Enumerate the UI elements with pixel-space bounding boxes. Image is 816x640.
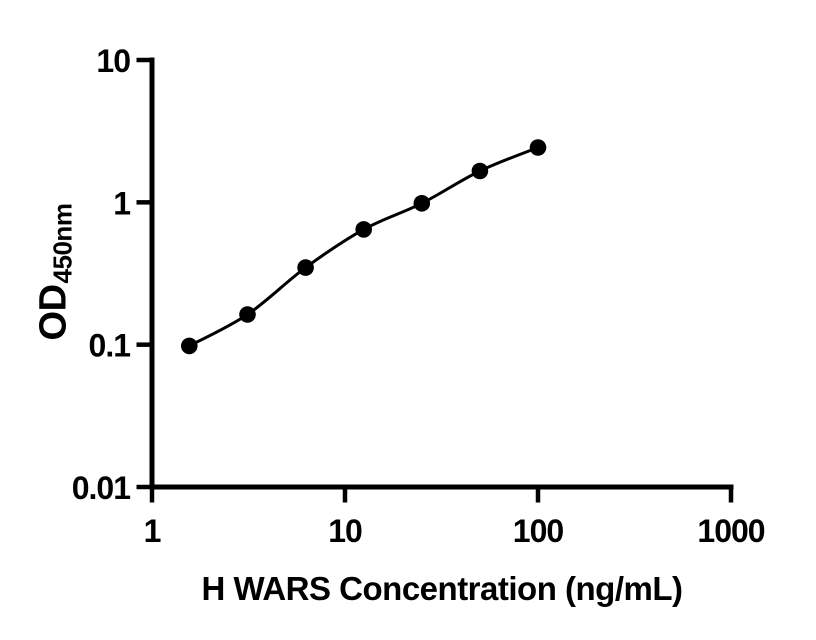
- x-tick-label: 1: [144, 513, 161, 549]
- y-axis-title-subscript: 450nm: [47, 203, 78, 284]
- x-axis-title: H WARS Concentration (ng/mL): [201, 570, 683, 607]
- y-tick-label: 10: [96, 43, 130, 79]
- data-point-marker: [471, 162, 489, 180]
- data-point-marker: [355, 221, 373, 238]
- data-point-marker: [413, 195, 431, 212]
- y-tick-label: 0.01: [72, 470, 130, 506]
- y-axis-title-main: OD: [32, 284, 75, 341]
- data-point-marker: [181, 337, 198, 355]
- x-tick-label: 100: [513, 513, 564, 549]
- data-point-marker: [297, 259, 314, 276]
- data-point-marker: [239, 306, 256, 323]
- y-tick-label: 1: [113, 185, 130, 221]
- y-tick-label: 0.1: [89, 328, 131, 364]
- x-tick-label: 1000: [697, 513, 764, 549]
- data-point-marker: [529, 139, 547, 156]
- x-tick-label: 10: [328, 513, 362, 549]
- y-axis-title: OD450nm: [32, 203, 78, 341]
